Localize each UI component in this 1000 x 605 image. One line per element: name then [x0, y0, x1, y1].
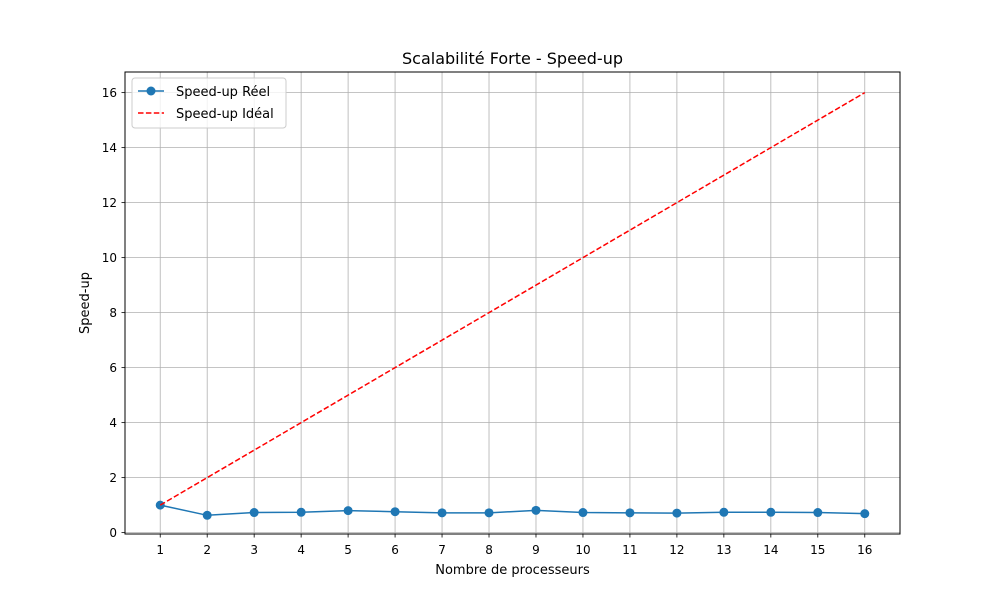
y-tick-label: 10 — [102, 251, 117, 265]
y-tick-label: 12 — [102, 196, 117, 210]
chart-title: Scalabilité Forte - Speed-up — [402, 49, 623, 68]
series-line-ideal — [159, 91, 866, 506]
y-ticks: 0 2 4 6 8 10 12 14 16 — [102, 86, 125, 540]
x-tick-label: 3 — [250, 543, 258, 557]
data-point-reel — [625, 508, 635, 518]
legend-marker-reel — [146, 86, 156, 96]
x-axis-label: Nombre de processeurs — [435, 563, 590, 578]
data-point-reel — [531, 505, 541, 515]
series-line-reel — [160, 504, 865, 517]
x-ticks: 1 2 3 4 5 6 7 8 9 10 11 12 13 14 15 16 — [156, 534, 872, 557]
grid — [125, 72, 900, 534]
y-tick-label: 16 — [102, 86, 117, 100]
data-point-reel — [766, 507, 776, 517]
x-tick-label: 6 — [391, 543, 399, 557]
y-tick-label: 14 — [102, 141, 117, 155]
legend-label-reel: Speed-up Réel — [176, 85, 270, 100]
x-tick-label: 2 — [203, 543, 211, 557]
x-tick-label: 10 — [575, 543, 590, 557]
x-tick-label: 1 — [156, 543, 164, 557]
x-tick-label: 9 — [532, 543, 540, 557]
y-axis-label: Speed-up — [78, 272, 93, 334]
series-layer — [155, 91, 870, 520]
data-point-reel — [343, 506, 353, 516]
x-tick-label: 4 — [297, 543, 305, 557]
x-tick-label: 5 — [344, 543, 352, 557]
legend-box — [131, 77, 287, 129]
x-tick-label: 15 — [810, 543, 825, 557]
x-tick-label: 7 — [438, 543, 446, 557]
x-tick-label: 11 — [622, 543, 637, 557]
data-point-reel — [672, 508, 682, 518]
y-tick-label: 2 — [109, 471, 117, 485]
legend-label-ideal: Speed-up Idéal — [176, 107, 274, 122]
data-point-reel — [437, 508, 447, 518]
legend: Speed-up Réel Speed-up Idéal — [131, 77, 287, 129]
data-point-reel — [202, 510, 212, 520]
y-tick-label: 4 — [109, 416, 117, 430]
data-point-reel — [484, 508, 494, 518]
data-point-reel — [578, 508, 588, 518]
data-point-reel — [813, 508, 823, 518]
data-point-reel — [249, 508, 259, 518]
x-tick-label: 14 — [763, 543, 778, 557]
data-point-reel — [390, 507, 400, 517]
data-point-reel — [719, 507, 729, 517]
x-tick-label: 12 — [669, 543, 684, 557]
y-tick-label: 8 — [109, 306, 117, 320]
x-tick-label: 8 — [485, 543, 493, 557]
x-tick-label: 13 — [716, 543, 731, 557]
plot-frame — [124, 71, 901, 535]
y-tick-label: 0 — [109, 526, 117, 540]
data-point-reel — [296, 507, 306, 517]
y-tick-label: 6 — [109, 361, 117, 375]
data-point-reel — [860, 509, 870, 519]
x-tick-label: 16 — [857, 543, 872, 557]
